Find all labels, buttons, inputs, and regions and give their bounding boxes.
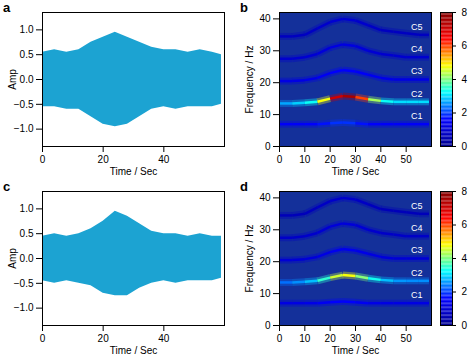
svg-text:4: 4 [462,74,468,85]
svg-text:0.5: 0.5 [20,228,34,239]
svg-text:20: 20 [325,333,337,344]
svg-text:1.0: 1.0 [20,203,34,214]
html-text:a: a [3,0,11,15]
svg-text:0.0: 0.0 [20,74,34,85]
svg-text:40: 40 [158,154,170,165]
svg-text:C5: C5 [411,22,423,32]
html-text:c: c [3,179,11,194]
svg-text:C2: C2 [411,268,423,278]
svg-text:C4: C4 [411,44,423,54]
svg-text:Time / Sec: Time / Sec [332,166,379,177]
svg-text:20: 20 [98,154,110,165]
svg-text:0: 0 [265,320,271,331]
svg-text:10: 10 [299,154,311,165]
svg-text:Frequency / Hz: Frequency / Hz [244,46,255,114]
html-text:d: d [240,179,248,194]
svg-text:30: 30 [350,333,362,344]
svg-text:C5: C5 [411,201,423,211]
svg-text:Time / Sec: Time / Sec [110,166,157,177]
svg-text:0.0: 0.0 [20,253,34,264]
svg-text:10: 10 [299,333,311,344]
svg-text:1.0: 1.0 [20,24,34,35]
svg-text:0: 0 [277,154,283,165]
svg-text:−1.0: −1.0 [14,123,34,134]
svg-text:6: 6 [462,40,468,51]
svg-text:2: 2 [462,286,468,297]
svg-text:4: 4 [462,253,468,264]
svg-text:0: 0 [462,141,468,152]
svg-text:10: 10 [259,288,271,299]
svg-text:50: 50 [401,333,413,344]
svg-text:Time / Sec: Time / Sec [110,345,157,356]
svg-text:−0.5: −0.5 [14,99,34,110]
svg-text:Time / Sec: Time / Sec [332,345,379,356]
svg-text:40: 40 [375,154,387,165]
svg-text:30: 30 [259,45,271,56]
svg-text:30: 30 [259,224,271,235]
svg-text:40: 40 [375,333,387,344]
svg-text:6: 6 [462,219,468,230]
svg-text:C3: C3 [411,245,423,255]
svg-text:C1: C1 [411,111,423,121]
svg-text:10: 10 [259,109,271,120]
svg-text:C1: C1 [411,290,423,300]
svg-text:0.5: 0.5 [20,49,34,60]
svg-text:30: 30 [350,154,362,165]
svg-text:20: 20 [259,77,271,88]
svg-text:40: 40 [259,192,271,203]
svg-text:20: 20 [259,256,271,267]
svg-text:C2: C2 [411,89,423,99]
svg-text:8: 8 [462,7,468,18]
svg-text:20: 20 [325,154,337,165]
svg-text:8: 8 [462,186,468,197]
svg-text:0: 0 [462,320,468,331]
svg-text:20: 20 [98,333,110,344]
html-text:b: b [240,0,248,15]
svg-text:−0.5: −0.5 [14,278,34,289]
svg-text:40: 40 [158,333,170,344]
svg-text:40: 40 [259,13,271,24]
svg-text:C3: C3 [411,66,423,76]
svg-text:Amp: Amp [7,248,18,269]
svg-text:0: 0 [40,154,46,165]
svg-text:Amp: Amp [7,69,18,90]
svg-text:50: 50 [401,154,413,165]
svg-text:0: 0 [40,333,46,344]
svg-text:0: 0 [265,141,271,152]
svg-text:C4: C4 [411,223,423,233]
svg-text:−1.0: −1.0 [14,302,34,313]
svg-text:Frequency / Hz: Frequency / Hz [244,225,255,293]
svg-text:2: 2 [462,107,468,118]
svg-text:0: 0 [277,333,283,344]
